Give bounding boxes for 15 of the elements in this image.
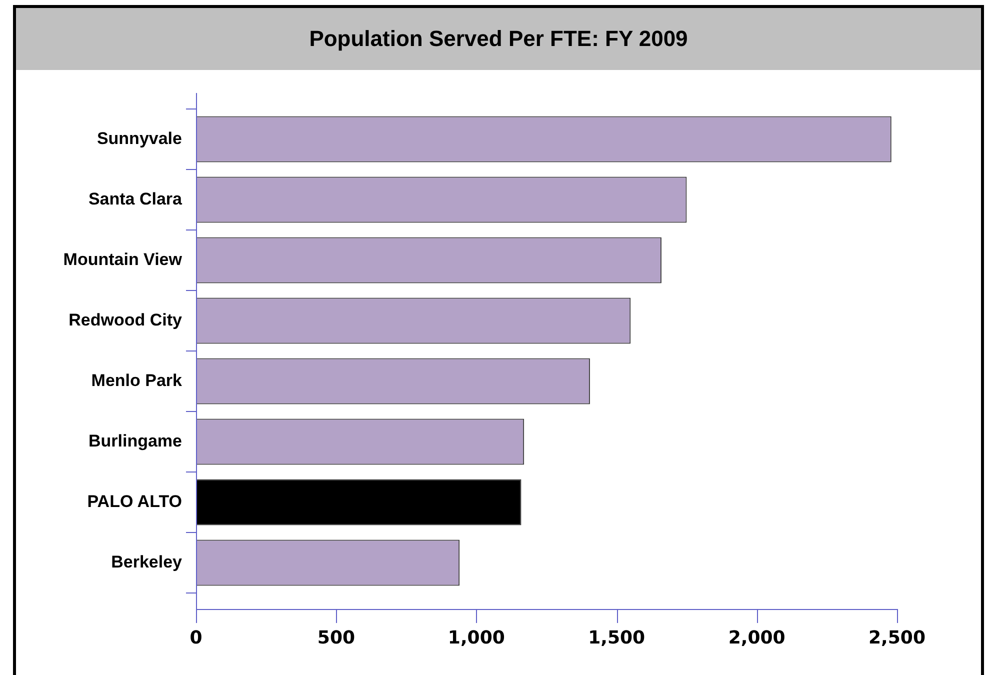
- x-tick-label: 2,000: [728, 627, 786, 648]
- y-tick-label: Berkeley: [111, 552, 183, 572]
- y-tick-label: Sunnyvale: [96, 128, 182, 148]
- y-tick-label: Redwood City: [68, 310, 183, 330]
- y-tick-label: PALO ALTO: [87, 492, 182, 511]
- y-tick-label: Menlo Park: [91, 370, 183, 390]
- x-tick-label: 0: [190, 627, 202, 648]
- x-tick-label: 1,000: [448, 627, 505, 648]
- x-tick-label: 500: [317, 627, 355, 648]
- y-tick-label: Mountain View: [63, 250, 183, 269]
- x-tick-label: 2,500: [868, 627, 926, 648]
- y-tick-label: Santa Clara: [88, 189, 183, 208]
- y-tick-label: Burlingame: [88, 431, 182, 450]
- x-tick-label: 1,500: [588, 627, 646, 648]
- chart-title: Population Served Per FTE: FY 2009: [309, 26, 688, 52]
